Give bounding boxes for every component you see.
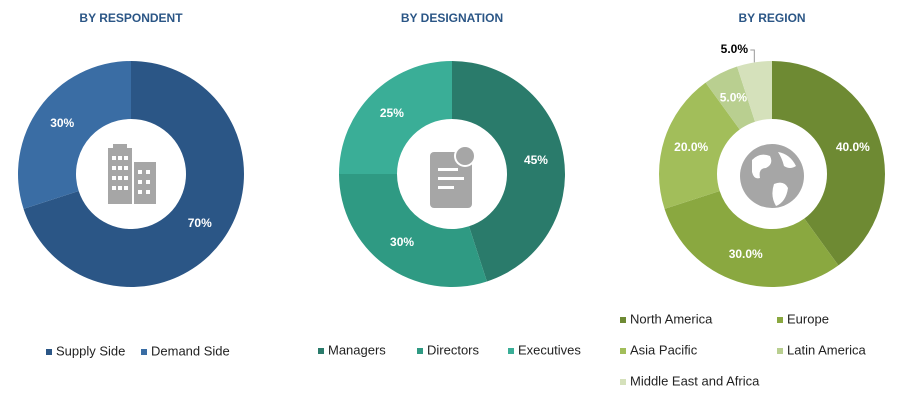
globe-icon xyxy=(740,144,804,208)
donut-slice xyxy=(452,61,565,282)
data-label: 30.0% xyxy=(729,247,763,261)
data-label: 30% xyxy=(50,116,74,130)
data-label: 45% xyxy=(524,153,548,167)
legend-label: Executives xyxy=(518,342,581,357)
chart-title: BY DESIGNATION xyxy=(401,11,503,25)
donut-slice xyxy=(772,61,885,266)
legend-swatch xyxy=(620,317,626,323)
legend-label: Europe xyxy=(787,311,829,326)
data-label: 40.0% xyxy=(836,140,870,154)
legend-swatch xyxy=(777,317,783,323)
legend-swatch xyxy=(777,348,783,354)
data-label: 70% xyxy=(188,216,212,230)
legend-label: Middle East and Africa xyxy=(630,373,760,388)
legend-swatch xyxy=(417,348,423,354)
donut-slice xyxy=(339,174,487,287)
document-icon xyxy=(430,145,476,208)
legend-label: Latin America xyxy=(787,342,867,357)
legend-swatch xyxy=(46,349,52,355)
data-label: 25% xyxy=(380,106,404,120)
donut-slice xyxy=(705,66,756,130)
donut-slice xyxy=(737,61,772,122)
donut-slice xyxy=(659,82,740,209)
donut-slice xyxy=(17,61,131,209)
legend-swatch xyxy=(508,348,514,354)
donut-slice xyxy=(339,61,452,174)
donut-slice xyxy=(664,190,839,288)
legend-label: Supply Side xyxy=(56,343,125,358)
legend-label: Asia Pacific xyxy=(630,342,698,357)
data-label: 5.0% xyxy=(721,42,749,56)
legend-swatch xyxy=(620,348,626,354)
chart-title: BY RESPONDENT xyxy=(79,11,183,25)
building-icon xyxy=(108,144,156,204)
donut-slice xyxy=(23,61,244,288)
data-label: 30% xyxy=(390,235,414,249)
legend-label: Directors xyxy=(427,342,480,357)
data-label: 20.0% xyxy=(674,140,708,154)
leader-line xyxy=(750,49,755,63)
legend-label: North America xyxy=(630,311,713,326)
legend-swatch xyxy=(620,379,626,385)
data-label: 5.0% xyxy=(720,90,748,104)
legend-swatch xyxy=(141,349,147,355)
legend-label: Demand Side xyxy=(151,343,230,358)
center-icons xyxy=(108,144,804,208)
legend-label: Managers xyxy=(328,342,386,357)
legend-swatch xyxy=(318,348,324,354)
chart-title: BY REGION xyxy=(738,11,805,25)
